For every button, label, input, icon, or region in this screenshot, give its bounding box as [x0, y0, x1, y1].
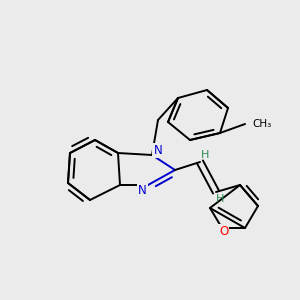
Text: H: H: [201, 150, 210, 161]
Text: O: O: [219, 225, 228, 238]
Text: N: N: [138, 184, 147, 197]
Text: N: N: [154, 144, 162, 157]
Text: CH₃: CH₃: [253, 119, 272, 129]
Text: H: H: [216, 194, 225, 205]
